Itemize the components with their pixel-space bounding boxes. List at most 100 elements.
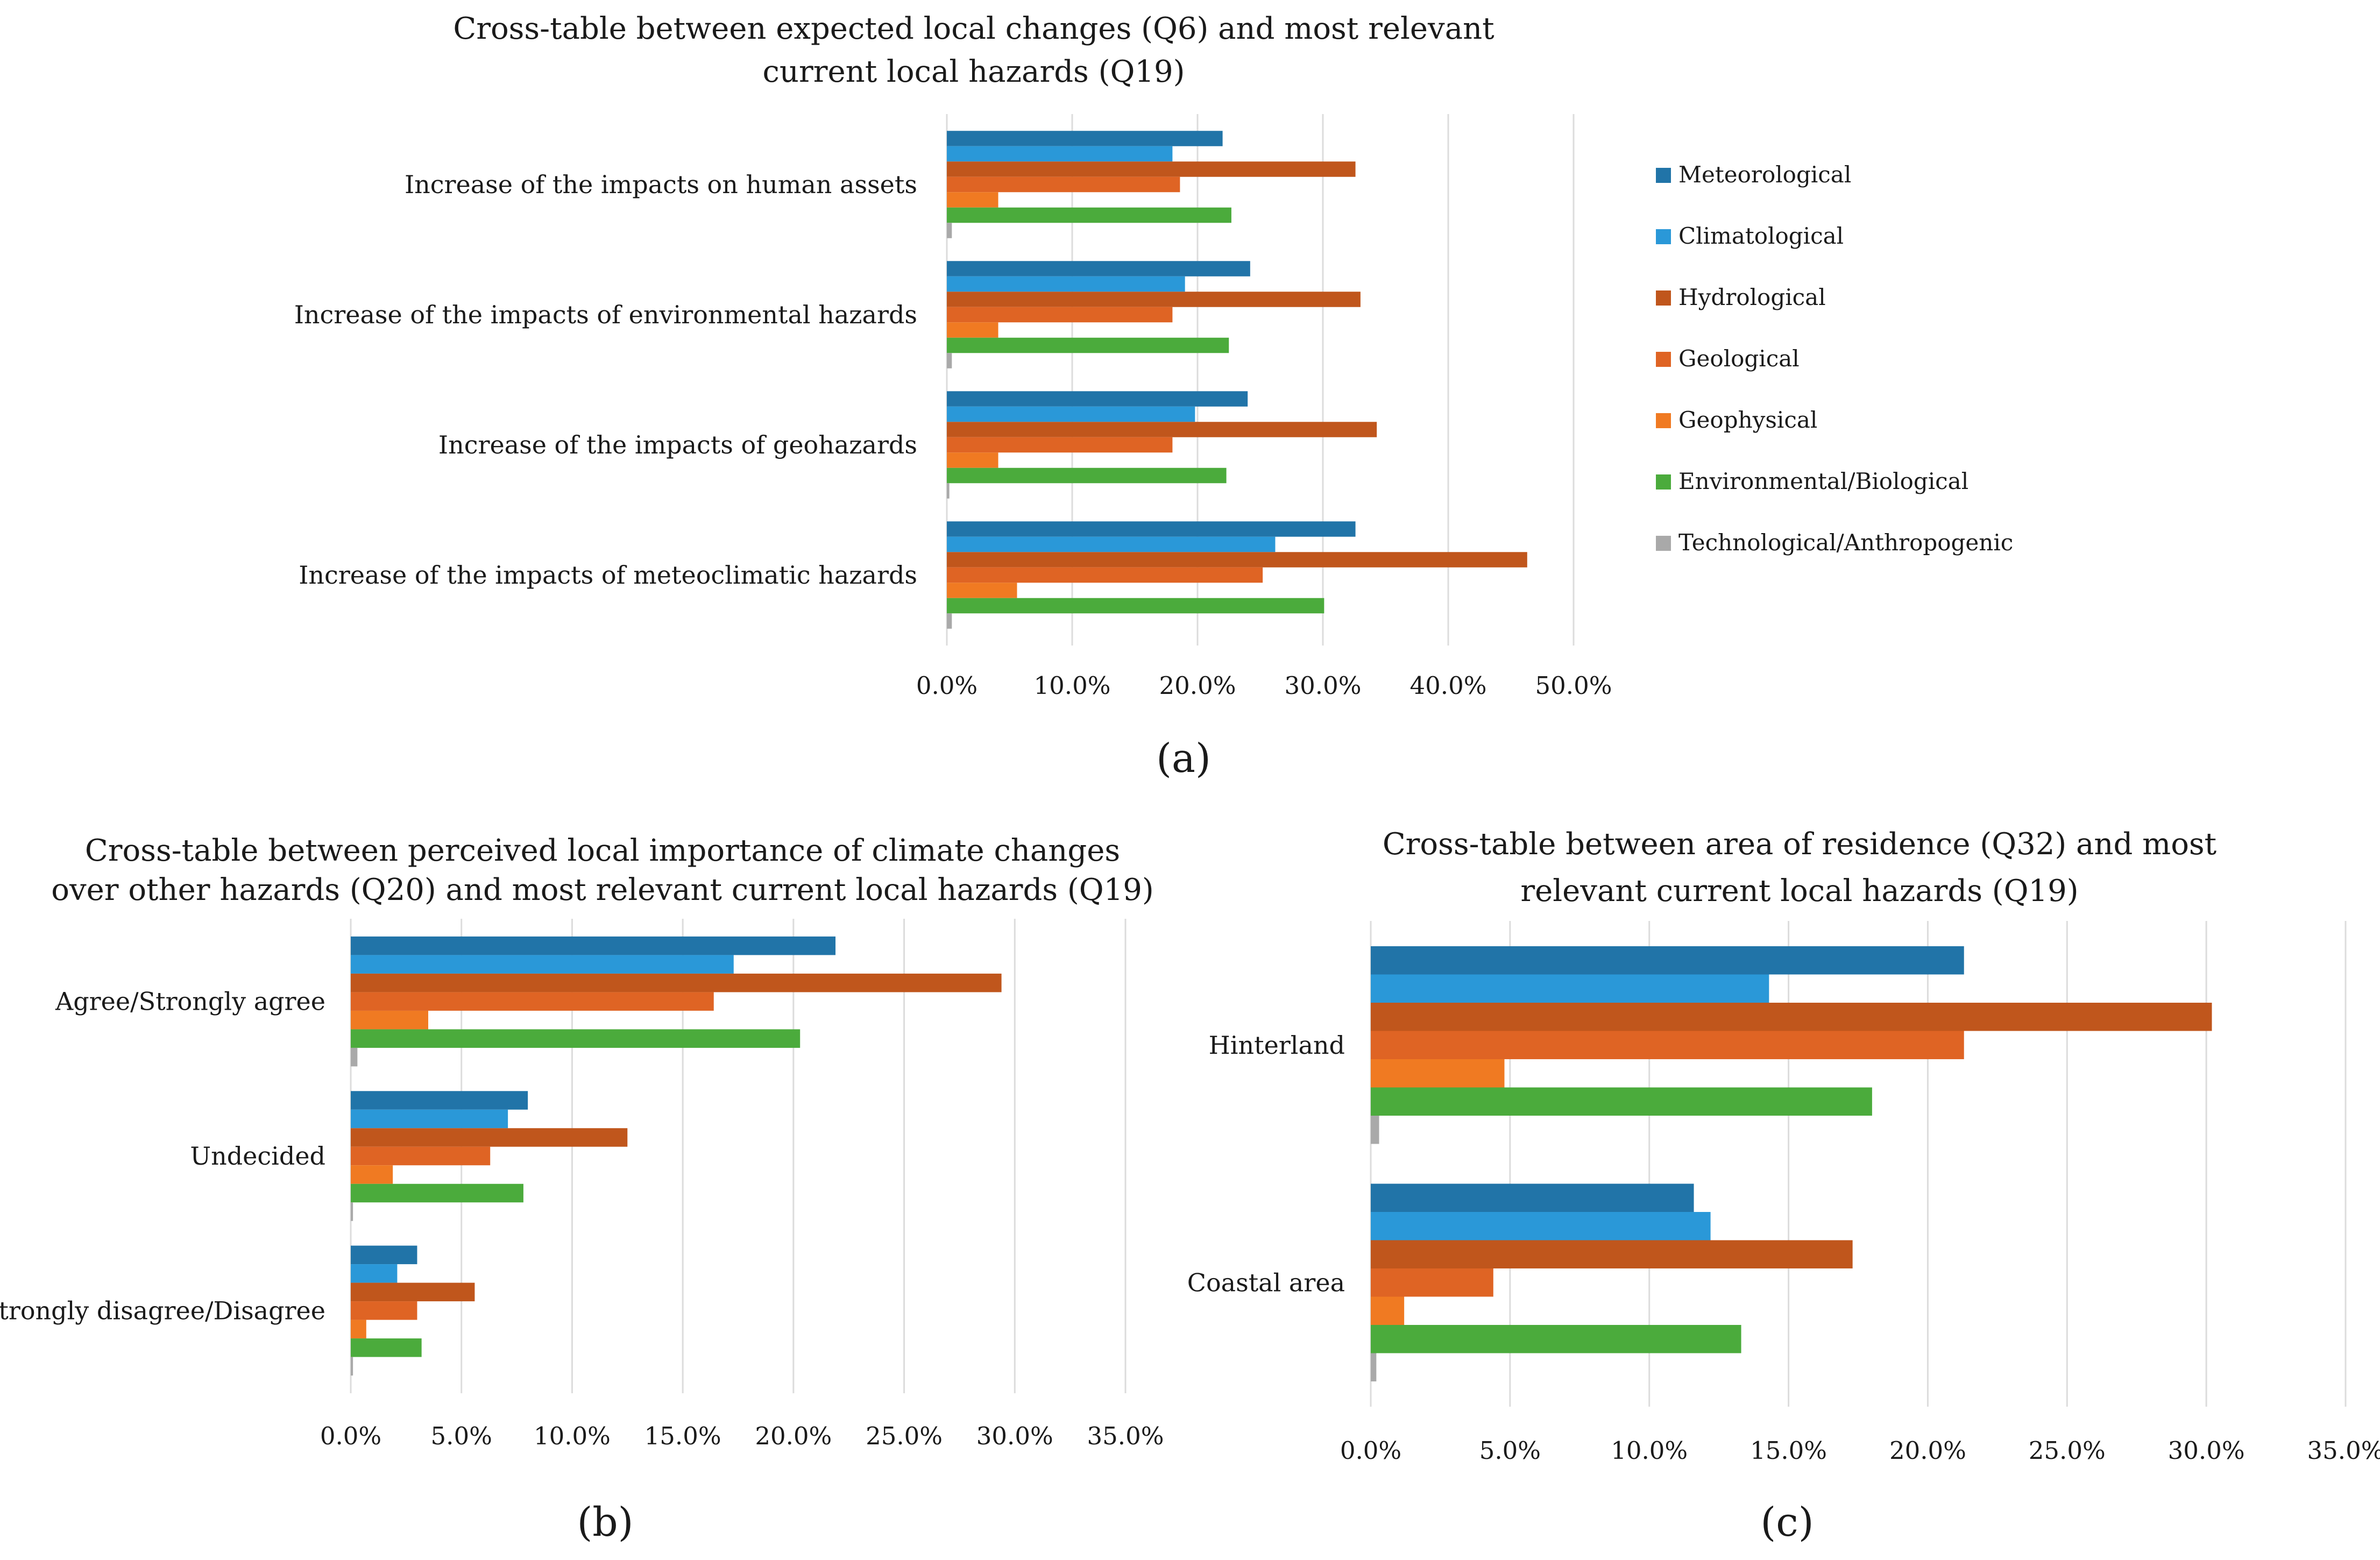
legend-swatch-meteorological [1656,168,1671,183]
legend-label-geological: Geological [1678,345,1800,372]
bar-b-cat0-environmental-biological [351,1029,801,1048]
bar-b-cat0-hydrological [351,973,1002,992]
bar-a-cat3-geophysical [947,583,1017,598]
bar-a-cat0-environmental-biological [947,207,1231,223]
legend: Meteorological Climatological Hydrological… [1656,161,2013,556]
category-label-c-1: Coastal area [1187,1268,1345,1297]
chart-title-b-line-1: Cross-table between perceived local impo… [85,833,1120,868]
x-tick-label-b-4: 20.0% [755,1422,832,1450]
chart-panel-c: Cross-table between area of residence (Q… [1187,827,2380,1545]
x-tick-label-b-2: 10.0% [534,1422,611,1450]
bar-c-cat0-climatological [1371,974,1769,1003]
x-tick-label-c-5: 25.0% [2029,1436,2106,1465]
legend-label-geophysical: Geophysical [1678,407,1817,433]
bar-a-cat2-geophysical [947,452,998,468]
legend-label-climatological: Climatological [1678,223,1844,249]
chart-title-c-line-1: Cross-table between area of residence (Q… [1383,827,2217,862]
chart-title-c-line-2: relevant current local hazards (Q19) [1520,874,2078,909]
bar-a-cat2-environmental-biological [947,467,1227,484]
bar-a-cat1-hydrological [947,292,1361,307]
bar-b-cat1-climatological [351,1109,508,1129]
bar-a-cat1-meteorological [947,261,1250,276]
bar-a-cat1-environmental-biological [947,337,1229,353]
category-label-b-1: Undecided [190,1141,325,1171]
x-tick-label-b-5: 25.0% [866,1422,943,1450]
bar-c-cat1-geophysical [1371,1296,1405,1325]
legend-swatch-geological [1656,352,1671,367]
bar-b-cat1-environmental-biological [351,1183,523,1203]
bar-b-cat0-geophysical [351,1010,428,1030]
bar-a-cat3-meteorological [947,521,1356,537]
bar-c-cat1-meteorological [1371,1183,1694,1212]
bar-c-cat1-environmental-biological [1371,1325,1741,1353]
bar-a-cat0-hydrological [947,161,1356,177]
bar-b-cat2-meteorological [351,1245,417,1265]
category-label-a-0: Increase of the impacts on human assets [405,170,917,199]
bar-a-cat2-technological-anthropogenic [947,483,950,499]
bar-b-cat2-geophysical [351,1320,366,1339]
x-tick-label-c-4: 20.0% [1889,1436,1966,1465]
legend-swatch-technological-anthropogenic [1656,536,1671,551]
bar-a-cat2-geological [947,437,1173,453]
bar-c-cat1-geological [1371,1268,1493,1297]
x-tick-label-b-0: 0.0% [320,1422,381,1450]
panel-label-c: (c) [1760,1499,1814,1545]
category-label-a-1: Increase of the impacts of environmental… [294,300,917,329]
bar-b-cat1-hydrological [351,1128,628,1147]
legend-label-meteorological: Meteorological [1678,161,1851,188]
x-tick-label-c-2: 10.0% [1611,1436,1688,1465]
bar-b-cat1-technological-anthropogenic [351,1202,353,1221]
bar-c-cat0-geophysical [1371,1059,1505,1088]
chart-panel-b: Cross-table between perceived local impo… [0,833,1164,1545]
bar-b-cat1-meteorological [351,1091,528,1110]
bar-a-cat3-geological [947,567,1263,583]
bar-a-cat0-technological-anthropogenic [947,223,952,238]
bar-a-cat0-geological [947,176,1180,193]
bar-c-cat0-meteorological [1371,946,1964,975]
x-tick-label-c-7: 35.0% [2307,1436,2380,1465]
bar-a-cat2-meteorological [947,391,1248,407]
bar-b-cat2-climatological [351,1264,398,1283]
legend-label-environmental-biological: Environmental/Biological [1678,468,1968,494]
bar-a-cat3-hydrological [947,552,1527,568]
x-tick-label-c-1: 5.0% [1479,1436,1541,1465]
bar-b-cat0-geological [351,992,714,1011]
chart-title-a-line-2: current local hazards (Q19) [763,54,1185,89]
bar-a-cat0-climatological [947,146,1173,162]
bar-b-cat0-meteorological [351,936,836,955]
x-tick-label-c-6: 30.0% [2168,1436,2245,1465]
x-tick-label-b-6: 30.0% [976,1422,1053,1450]
bar-b-cat1-geophysical [351,1165,393,1184]
x-tick-label-a-1: 10.0% [1034,671,1111,700]
bar-c-cat0-technological-anthropogenic [1371,1116,1379,1144]
bar-b-cat0-technological-anthropogenic [351,1047,358,1067]
bar-b-cat2-geological [351,1301,417,1320]
bar-c-cat0-geological [1371,1031,1964,1059]
bar-b-cat2-technological-anthropogenic [351,1357,353,1376]
category-label-a-3: Increase of the impacts of meteoclimatic… [299,561,917,590]
bar-c-cat1-hydrological [1371,1240,1853,1268]
legend-swatch-geophysical [1656,413,1671,428]
x-tick-label-a-2: 20.0% [1159,671,1236,700]
panel-label-a: (a) [1156,735,1211,782]
x-tick-label-a-4: 40.0% [1410,671,1487,700]
chart-panel-a: Cross-table between expected local chang… [294,11,2014,782]
category-label-b-2: Strongly disagree/Disagree [0,1296,325,1325]
x-tick-label-a-3: 30.0% [1285,671,1362,700]
bar-c-cat1-climatological [1371,1212,1711,1240]
category-label-c-0: Hinterland [1209,1031,1345,1060]
legend-label-technological-anthropogenic: Technological/Anthropogenic [1678,529,2013,556]
legend-label-hydrological: Hydrological [1678,284,1826,310]
bar-a-cat3-climatological [947,536,1276,552]
x-tick-label-b-7: 35.0% [1087,1422,1164,1450]
bar-a-cat3-environmental-biological [947,598,1324,614]
category-label-a-2: Increase of the impacts of geohazards [438,430,917,459]
x-tick-label-a-5: 50.0% [1535,671,1612,700]
category-label-b-0: Agree/Strongly agree [55,987,325,1016]
bar-a-cat1-geophysical [947,322,998,338]
bar-b-cat2-environmental-biological [351,1338,422,1357]
bar-a-cat2-climatological [947,406,1195,422]
panel-label-b: (b) [577,1499,633,1545]
bar-a-cat1-geological [947,307,1173,323]
